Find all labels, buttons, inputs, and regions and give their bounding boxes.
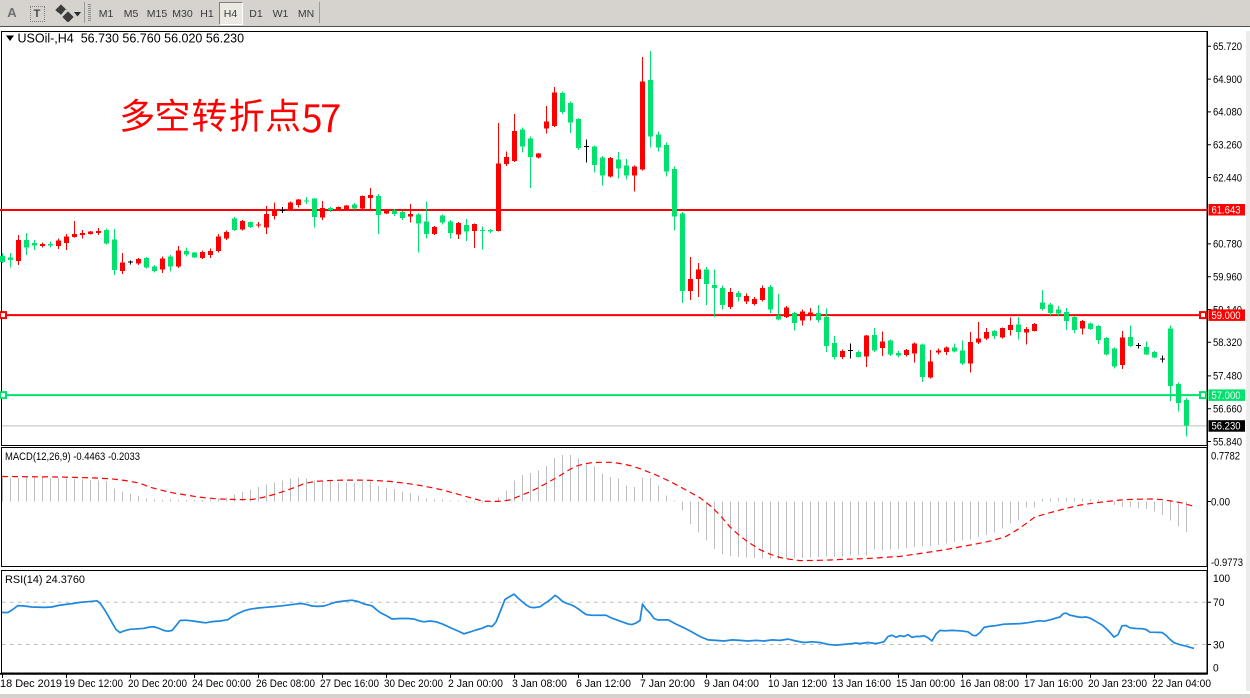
svg-text:58.320: 58.320 <box>1213 337 1242 349</box>
svg-text:16 Jan 08:00: 16 Jan 08:00 <box>960 678 1019 690</box>
svg-text:17 Jan 16:00: 17 Jan 16:00 <box>1024 678 1083 690</box>
svg-text:6 Jan 12:00: 6 Jan 12:00 <box>576 678 631 690</box>
svg-text:0.7782: 0.7782 <box>1211 450 1240 462</box>
svg-text:62.440: 62.440 <box>1213 172 1242 184</box>
svg-text:59.960: 59.960 <box>1213 272 1242 284</box>
svg-text:59.000: 59.000 <box>1212 310 1241 322</box>
svg-text:20 Dec 20:00: 20 Dec 20:00 <box>128 678 187 690</box>
svg-text:0: 0 <box>1213 662 1219 674</box>
svg-text:MACD(12,26,9) -0.4463 -0.2033: MACD(12,26,9) -0.4463 -0.2033 <box>5 451 140 463</box>
svg-text:3 Jan 08:00: 3 Jan 08:00 <box>512 678 567 690</box>
svg-text:18 Dec 2019: 18 Dec 2019 <box>0 678 62 690</box>
svg-text:64.900: 64.900 <box>1213 74 1242 86</box>
svg-text:55.840: 55.840 <box>1213 436 1242 448</box>
svg-text:24 Dec 00:00: 24 Dec 00:00 <box>192 678 251 690</box>
svg-text:61.643: 61.643 <box>1212 205 1241 217</box>
svg-text:100: 100 <box>1213 573 1230 585</box>
svg-text:7 Jan 20:00: 7 Jan 20:00 <box>640 678 695 690</box>
svg-text:0.00: 0.00 <box>1211 496 1230 508</box>
svg-text:19 Dec 12:00: 19 Dec 12:00 <box>64 678 123 690</box>
svg-text:65.720: 65.720 <box>1213 41 1242 53</box>
svg-text:56.660: 56.660 <box>1213 404 1242 416</box>
svg-text:22 Jan 04:00: 22 Jan 04:00 <box>1152 678 1211 690</box>
svg-text:20 Jan 23:00: 20 Jan 23:00 <box>1088 678 1147 690</box>
svg-text:63.260: 63.260 <box>1213 140 1242 152</box>
svg-text:27 Dec 16:00: 27 Dec 16:00 <box>320 678 379 690</box>
svg-text:13 Jan 16:00: 13 Jan 16:00 <box>832 678 891 690</box>
svg-text:30 Dec 20:00: 30 Dec 20:00 <box>384 678 443 690</box>
svg-text:56.230: 56.230 <box>1212 421 1241 433</box>
svg-text:30: 30 <box>1213 639 1224 651</box>
svg-text:RSI(14) 24.3760: RSI(14) 24.3760 <box>5 574 85 586</box>
svg-text:2 Jan 00:00: 2 Jan 00:00 <box>448 678 503 690</box>
svg-text:57.000: 57.000 <box>1212 390 1241 402</box>
svg-text:57.480: 57.480 <box>1213 371 1242 383</box>
svg-text:USOil-,H4 56.730 56.760 56.02: USOil-,H4 56.730 56.760 56.020 56.230 <box>18 32 245 46</box>
svg-text:-0.9773: -0.9773 <box>1211 557 1243 569</box>
svg-text:9 Jan 04:00: 9 Jan 04:00 <box>704 678 759 690</box>
svg-text:70: 70 <box>1213 597 1224 609</box>
svg-text:15 Jan 00:00: 15 Jan 00:00 <box>896 678 955 690</box>
svg-text:10 Jan 12:00: 10 Jan 12:00 <box>768 678 827 690</box>
svg-text:26 Dec 08:00: 26 Dec 08:00 <box>256 678 315 690</box>
svg-text:60.780: 60.780 <box>1213 239 1242 251</box>
svg-text:64.080: 64.080 <box>1213 107 1242 119</box>
